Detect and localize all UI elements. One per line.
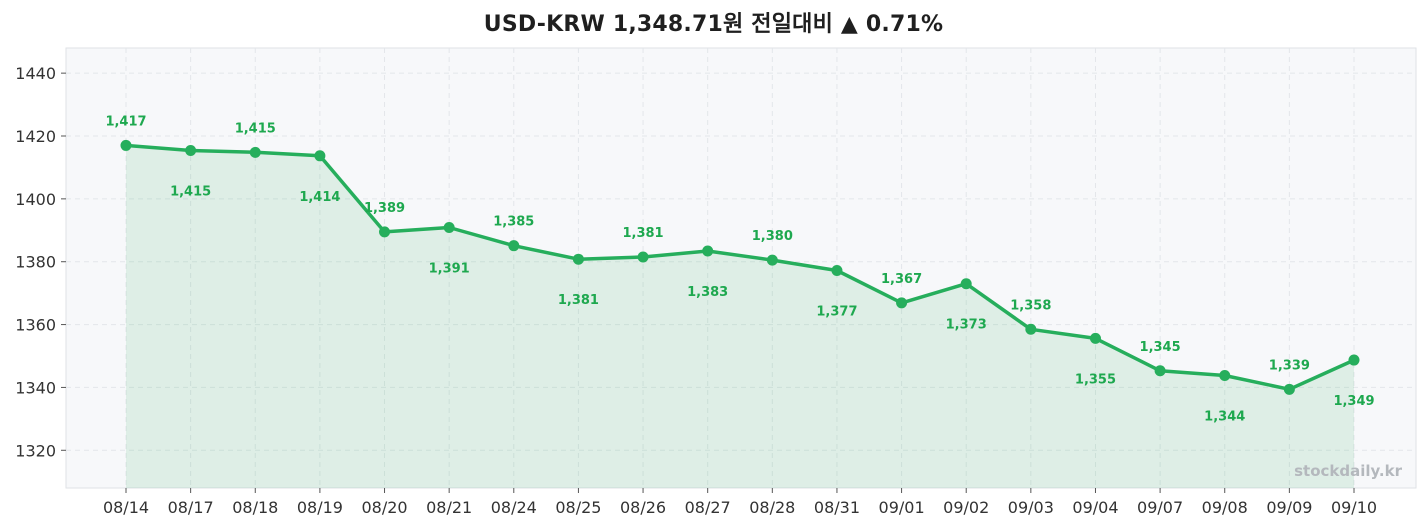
data-label: 1,345 bbox=[1140, 340, 1181, 355]
x-tick-label: 09/08 bbox=[1202, 498, 1248, 517]
x-tick-label: 09/01 bbox=[879, 498, 925, 517]
y-tick-label: 1380 bbox=[15, 253, 56, 272]
chart-title: USD-KRW 1,348.71원 전일대비 ▲ 0.71% bbox=[483, 12, 944, 37]
data-point bbox=[896, 297, 908, 309]
data-label: 1,344 bbox=[1204, 409, 1245, 424]
x-tick-label: 08/21 bbox=[426, 498, 472, 517]
data-point bbox=[508, 240, 520, 252]
axis-ticks: 1320 1340 1360 1380 1400 1420 1440 08/14 08/17 08… bbox=[15, 64, 1377, 517]
x-tick-label: 08/28 bbox=[749, 498, 795, 517]
series-line bbox=[125, 143, 1355, 392]
x-tick-label: 08/27 bbox=[685, 498, 731, 517]
data-label: 1,367 bbox=[881, 272, 922, 287]
data-point bbox=[185, 144, 197, 156]
data-label: 1,380 bbox=[752, 229, 793, 244]
x-tick-label: 08/26 bbox=[620, 498, 666, 517]
x-tick-label: 08/31 bbox=[814, 498, 860, 517]
data-point bbox=[1283, 383, 1295, 395]
x-tick-label: 08/19 bbox=[297, 498, 343, 517]
y-tick-label: 1440 bbox=[15, 64, 56, 83]
data-label: 1,355 bbox=[1075, 372, 1116, 387]
x-tick-label: 09/03 bbox=[1008, 498, 1054, 517]
data-label: 1,381 bbox=[622, 226, 663, 241]
watermark: stockdaily.kr bbox=[1294, 462, 1402, 480]
y-tick-label: 1400 bbox=[15, 190, 56, 209]
y-tick-label: 1320 bbox=[15, 441, 56, 460]
area-fill bbox=[126, 145, 1354, 488]
data-label: 1,339 bbox=[1269, 358, 1310, 373]
data-label: 1,389 bbox=[364, 201, 405, 216]
x-tick-label: 08/20 bbox=[361, 498, 407, 517]
data-point bbox=[1089, 332, 1101, 344]
plot-area bbox=[65, 47, 1417, 489]
data-label: 1,381 bbox=[558, 293, 599, 308]
data-label: 1,377 bbox=[816, 305, 857, 320]
data-label: 1,385 bbox=[493, 215, 534, 230]
data-point bbox=[379, 226, 391, 238]
x-tick-label: 08/17 bbox=[168, 498, 214, 517]
data-label: 1,415 bbox=[235, 121, 276, 136]
data-point bbox=[1025, 323, 1037, 335]
data-point bbox=[960, 278, 972, 290]
x-tick-label: 09/02 bbox=[943, 498, 989, 517]
data-point bbox=[314, 150, 326, 162]
data-label: 1,383 bbox=[687, 285, 728, 300]
data-label: 1,415 bbox=[170, 184, 211, 199]
data-label: 1,391 bbox=[429, 261, 470, 276]
data-label: 1,349 bbox=[1333, 394, 1374, 409]
data-point bbox=[443, 221, 455, 233]
y-tick-label: 1420 bbox=[15, 127, 56, 146]
x-tick-label: 08/14 bbox=[103, 498, 149, 517]
data-label: 1,417 bbox=[105, 114, 146, 129]
data-point bbox=[572, 253, 584, 265]
grid-lines bbox=[66, 48, 1416, 488]
data-points bbox=[120, 139, 1360, 395]
data-point bbox=[249, 146, 261, 158]
x-tick-label: 09/10 bbox=[1331, 498, 1377, 517]
data-label: 1,414 bbox=[299, 190, 340, 205]
data-point bbox=[702, 245, 714, 257]
x-tick-label: 09/07 bbox=[1137, 498, 1183, 517]
x-tick-label: 08/18 bbox=[232, 498, 278, 517]
data-point bbox=[1154, 365, 1166, 377]
y-tick-label: 1360 bbox=[15, 316, 56, 335]
data-point bbox=[831, 265, 843, 277]
data-label: 1,358 bbox=[1010, 298, 1051, 313]
data-point bbox=[1219, 369, 1231, 381]
x-tick-label: 08/25 bbox=[555, 498, 601, 517]
data-point bbox=[766, 254, 778, 266]
data-labels: 1,417 1,415 1,415 1,414 1,389 1,391 1,385 1,381… bbox=[105, 114, 1374, 424]
data-point bbox=[637, 251, 649, 263]
data-point bbox=[1348, 354, 1360, 366]
x-tick-label: 09/04 bbox=[1072, 498, 1118, 517]
x-tick-label: 08/24 bbox=[491, 498, 537, 517]
y-tick-label: 1340 bbox=[15, 378, 56, 397]
data-label: 1,373 bbox=[946, 318, 987, 333]
x-tick-label: 09/09 bbox=[1266, 498, 1312, 517]
data-point bbox=[120, 139, 132, 151]
